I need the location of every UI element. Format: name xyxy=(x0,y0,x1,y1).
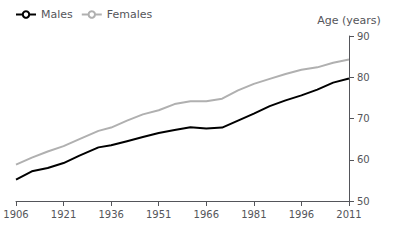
svg-text:50: 50 xyxy=(357,196,370,207)
svg-text:Males: Males xyxy=(41,8,73,21)
svg-text:80: 80 xyxy=(357,72,370,83)
svg-text:1921: 1921 xyxy=(51,209,76,220)
svg-text:Females: Females xyxy=(107,8,153,21)
svg-text:Age (years): Age (years) xyxy=(317,14,381,27)
svg-text:1996: 1996 xyxy=(289,209,314,220)
svg-text:1951: 1951 xyxy=(146,209,171,220)
svg-text:90: 90 xyxy=(357,31,370,42)
svg-text:1966: 1966 xyxy=(194,209,219,220)
svg-text:60: 60 xyxy=(357,154,370,165)
svg-text:2011: 2011 xyxy=(336,209,361,220)
svg-text:1906: 1906 xyxy=(3,209,28,220)
svg-text:70: 70 xyxy=(357,113,370,124)
svg-text:1981: 1981 xyxy=(241,209,266,220)
svg-text:1936: 1936 xyxy=(98,209,123,220)
